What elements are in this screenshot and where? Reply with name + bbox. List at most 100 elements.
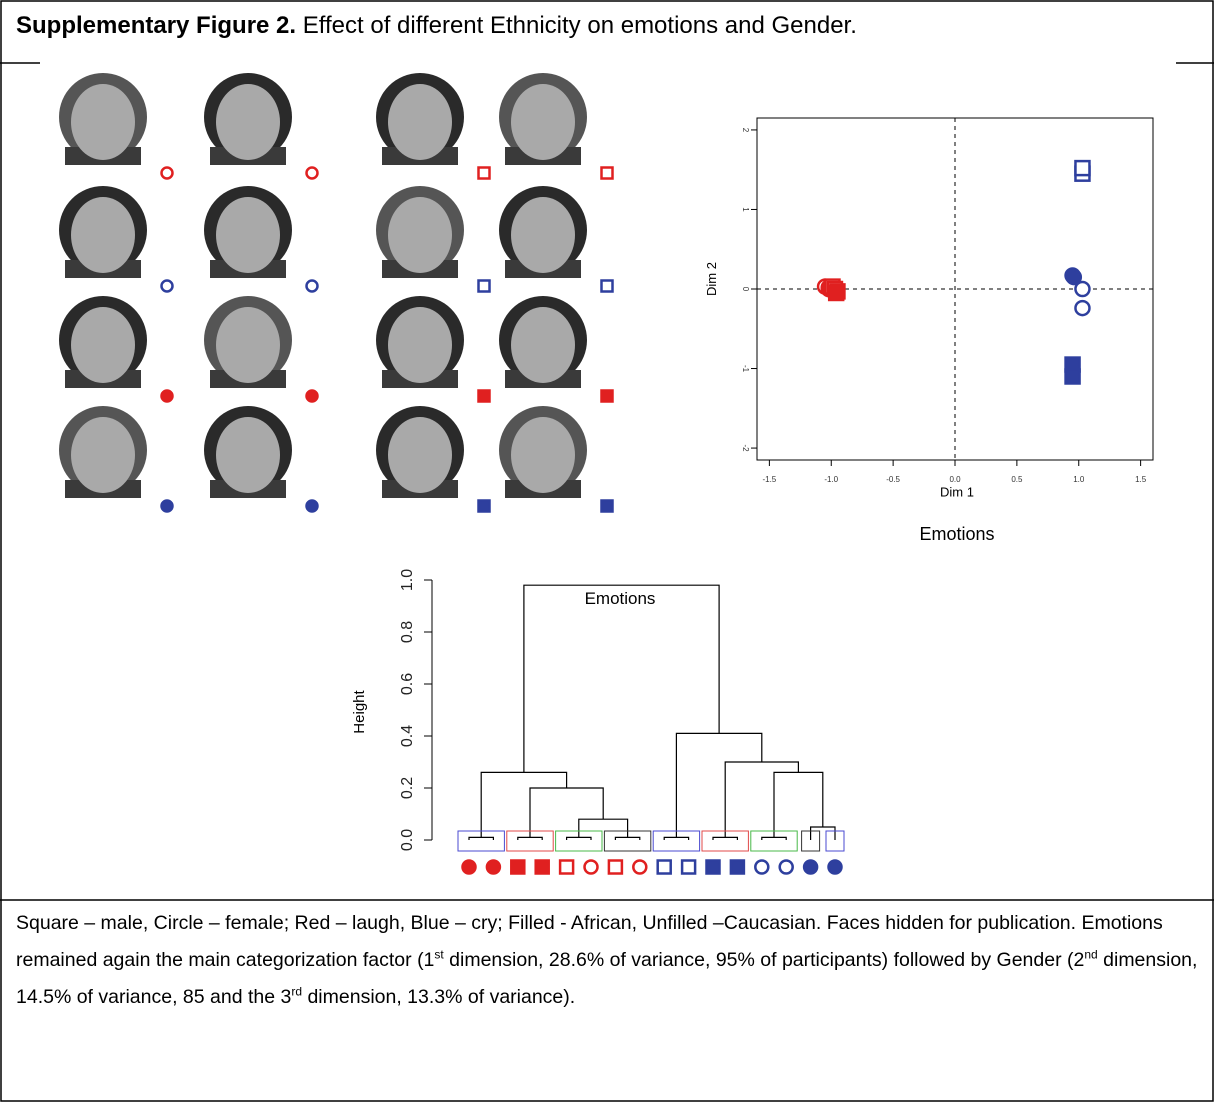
y-tick-label: -2: [741, 445, 750, 453]
scatter-plot: -1.5 -1.0 -0.5 0.0 0.5 1.0 1.5 -2 -1 0 1 2 Dim 1 Emot…: [704, 117, 1154, 544]
merge-link: [523, 584, 720, 773]
cluster-box: [457, 830, 505, 852]
point: [1074, 280, 1091, 298]
leaf-symbol: [680, 859, 697, 875]
y-tick-label: 0.6: [399, 673, 416, 695]
cluster-box: [750, 830, 798, 852]
chart-title: Emotions: [919, 524, 994, 544]
face-symbol: [160, 499, 174, 513]
cluster-box: [506, 830, 554, 852]
face-mask: [71, 307, 135, 383]
face-mask: [216, 307, 280, 383]
x-tick-label: -1.0: [824, 475, 838, 484]
merge-link: [614, 836, 641, 840]
face-mask: [216, 197, 280, 273]
face-mask: [216, 84, 280, 160]
x-tick-label: 1.5: [1135, 475, 1147, 484]
x-tick-label: -1.5: [762, 475, 776, 484]
face-symbol: [600, 279, 614, 293]
merge-link: [761, 836, 787, 840]
caption-text: dimension, 14.5% of variance, 85 and the…: [16, 949, 1198, 1008]
merge-link: [517, 836, 543, 840]
leaf-symbol: [534, 859, 550, 875]
face-mask: [511, 84, 575, 160]
point: [1065, 268, 1083, 286]
leaf-symbol: [802, 859, 819, 875]
merge-link: [724, 761, 799, 838]
leaf-symbol: [607, 859, 624, 875]
face-symbol: [600, 499, 614, 513]
face-mask: [511, 307, 575, 383]
caption: Square – male, Circle – female; Red – la…: [16, 905, 1201, 1016]
leaf-symbol: [754, 859, 770, 875]
x-tick-label: 0.5: [1011, 475, 1023, 484]
header: Supplementary Figure 2. Effect of differ…: [16, 12, 857, 40]
chart-title: Emotions: [585, 589, 656, 608]
leaf-symbol: [656, 859, 672, 875]
merge-link: [712, 836, 738, 840]
y-axis-label: Dim 2: [704, 262, 719, 296]
leaf-symbol: [510, 859, 526, 875]
face-mask: [388, 197, 452, 273]
leaf-symbol: [558, 859, 575, 875]
merge-link: [566, 836, 592, 840]
leaf-symbol: [705, 859, 721, 875]
caption-text: dimension, 28.6% of variance, 95% of par…: [443, 949, 1085, 971]
face-mask: [388, 417, 452, 493]
merge-link: [675, 732, 763, 838]
cluster-box: [701, 830, 749, 852]
face-mask: [71, 417, 135, 493]
y-tick-label: 0.4: [399, 725, 416, 747]
face-symbol: [477, 279, 491, 293]
merge-link: [773, 771, 824, 838]
merge-link: [810, 826, 836, 840]
merge-link: [578, 818, 629, 838]
face-symbol: [160, 166, 174, 180]
y-tick-label: -1: [741, 365, 750, 373]
face-grid: [55, 73, 614, 513]
point: [829, 283, 846, 300]
y-tick-label: 0.0: [399, 829, 416, 851]
caption-superscript: st: [434, 947, 444, 962]
x-tick-label: 1.0: [1073, 475, 1085, 484]
x-tick-label: -0.5: [886, 475, 900, 484]
face-symbol: [160, 279, 174, 293]
leaf-symbol: [583, 859, 599, 875]
face-symbol: [477, 389, 491, 403]
leaf-symbol: [485, 859, 502, 875]
y-tick-label: 0: [741, 287, 750, 292]
point: [1074, 159, 1091, 177]
leaf-symbol: [632, 859, 648, 875]
leaf-symbol: [778, 859, 794, 875]
face-mask: [216, 417, 280, 493]
y-tick-label: 2: [741, 128, 750, 133]
leaf-symbol: [461, 859, 477, 875]
y-tick-label: 1: [741, 207, 750, 212]
face-symbol: [305, 499, 319, 513]
merge-link: [480, 771, 568, 838]
caption-text: dimension, 13.3% of variance).: [302, 986, 576, 1008]
caption-superscript: nd: [1084, 947, 1098, 962]
face-mask: [71, 84, 135, 160]
point: [1064, 368, 1081, 385]
merge-link: [529, 787, 604, 838]
cluster-box: [603, 830, 652, 852]
face-symbol: [600, 166, 614, 180]
face-symbol: [160, 389, 174, 403]
cluster-box: [801, 830, 821, 852]
face-mask: [71, 197, 135, 273]
leaf-symbol: [827, 859, 843, 875]
y-axis-label: Height: [351, 689, 368, 733]
face-symbol: [600, 389, 614, 403]
point: [1074, 299, 1091, 317]
cluster-box: [825, 830, 845, 852]
cluster-box: [555, 830, 603, 852]
face-symbol: [477, 499, 491, 513]
merge-link: [468, 836, 494, 840]
y-tick-label: 0.2: [399, 777, 416, 799]
cluster-box: [652, 830, 701, 852]
y-tick-label: 1.0: [399, 569, 416, 591]
